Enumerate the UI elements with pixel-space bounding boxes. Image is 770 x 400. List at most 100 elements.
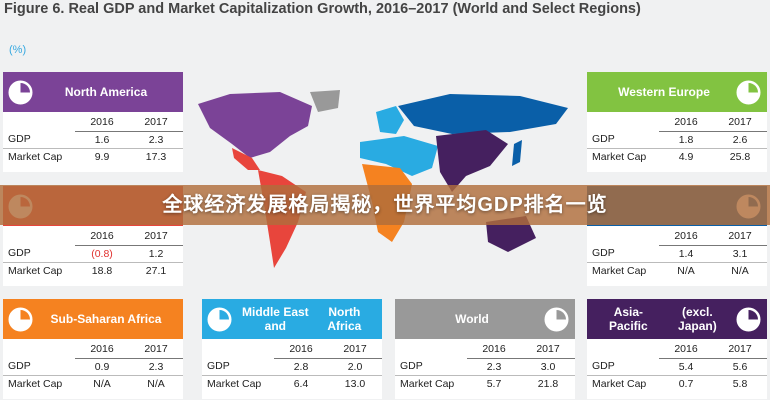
panel-table: 2016 2017 GDP 5.4 5.6 Market Cap 0.7 5.8 <box>587 341 767 392</box>
map-mexico <box>232 148 260 170</box>
panel-title-line: North Africa <box>327 305 362 333</box>
header-blank-cell <box>202 341 274 358</box>
value-cell: 9.9 <box>94 150 110 163</box>
pie-icon <box>207 307 232 332</box>
table-row: Market Cap N/A N/A <box>3 375 183 392</box>
pie-wedge <box>20 310 30 320</box>
row-label: Market Cap <box>207 377 262 390</box>
table-row: GDP 1.4 3.1 <box>587 245 767 263</box>
table-row: GDP 2.8 2.0 <box>202 358 382 376</box>
value-cell: 2.6 <box>713 131 767 149</box>
pie-wedge <box>556 310 566 320</box>
year-header: 2017 <box>521 341 575 359</box>
panel-title-line: Sub-Saharan Africa <box>50 312 162 326</box>
value-cell: 13.0 <box>344 377 366 390</box>
value-cell: 2.8 <box>274 358 328 376</box>
value-cell: N/A <box>677 264 695 277</box>
value-cell: 2.3 <box>129 131 183 149</box>
value-cell: 5.6 <box>713 358 767 376</box>
pie-wedge <box>219 310 229 320</box>
panel-table: 2016 2017 GDP (0.8) 1.2 Market Cap 18.8 27.1 <box>3 228 183 279</box>
year-header: 2016 <box>75 114 129 132</box>
header-blank-cell <box>587 114 659 131</box>
year-header: 2016 <box>467 341 521 359</box>
panel-header: Asia-Pacific (excl. Japan) <box>587 299 767 339</box>
panel-header: North America <box>3 72 183 112</box>
map-greenland <box>310 90 340 112</box>
value-cell: 4.9 <box>678 150 694 163</box>
year-header: 2017 <box>129 228 183 246</box>
header-blank-cell <box>587 228 659 245</box>
year-header: 2016 <box>75 341 129 359</box>
pie-icon <box>544 307 569 332</box>
year-header: 2017 <box>129 114 183 132</box>
panel-title-line: Asia-Pacific <box>609 305 648 333</box>
panel-header: Middle East and North Africa <box>202 299 382 339</box>
figure-title: Figure 6. Real GDP and Market Capitaliza… <box>4 1 641 17</box>
map-asia-pacific <box>436 130 508 192</box>
year-header: 2016 <box>659 341 713 359</box>
table-row: Market Cap 0.7 5.8 <box>587 375 767 392</box>
panel-title-line: World <box>455 312 489 326</box>
panel-table: 2016 2017 GDP 1.4 3.1 Market Cap N/A N/A <box>587 228 767 279</box>
value-cell: 1.4 <box>659 245 713 263</box>
map-australia <box>486 216 536 252</box>
value-cell: 5.8 <box>732 377 748 390</box>
table-row: GDP 1.8 2.6 <box>587 131 767 149</box>
row-label: Market Cap <box>8 264 63 277</box>
value-cell: 1.2 <box>129 245 183 263</box>
value-cell: N/A <box>731 264 749 277</box>
pie-icon <box>8 80 33 105</box>
panel-western-europe: Western Europe 2016 2017 GDP 1.8 2.6 Market C… <box>587 72 767 172</box>
panel-asia-pacific: Asia-Pacific (excl. Japan) 2016 2017 GDP 5.4… <box>587 299 767 399</box>
pie-wedge <box>748 310 758 320</box>
panel-north-america: North America 2016 2017 GDP 1.6 2.3 Market Ca… <box>3 72 183 172</box>
table-row: Market Cap 6.4 13.0 <box>202 375 382 392</box>
table-row: Market Cap 5.7 21.8 <box>395 375 575 392</box>
row-label: GDP <box>587 358 659 376</box>
value-cell: 17.3 <box>145 150 167 163</box>
header-blank-cell <box>587 341 659 358</box>
panel-table: 2016 2017 GDP 1.8 2.6 Market Cap 4.9 25.8 <box>587 114 767 165</box>
value-cell: 2.3 <box>129 358 183 376</box>
table-row: Market Cap 4.9 25.8 <box>587 148 767 165</box>
row-label: GDP <box>587 245 659 263</box>
panel-title-line: Western Europe <box>618 85 710 99</box>
value-cell: 18.8 <box>91 264 113 277</box>
year-header: 2017 <box>129 341 183 359</box>
pie-icon <box>736 80 761 105</box>
table-row: GDP (0.8) 1.2 <box>3 245 183 263</box>
year-header: 2017 <box>713 341 767 359</box>
header-blank-cell <box>3 228 75 245</box>
row-label: GDP <box>395 358 467 376</box>
map-middle-east <box>360 136 438 176</box>
row-label: GDP <box>3 245 75 263</box>
year-header: 2016 <box>274 341 328 359</box>
header-blank-cell <box>3 114 75 131</box>
row-label: Market Cap <box>8 377 63 390</box>
row-label: GDP <box>202 358 274 376</box>
year-header: 2016 <box>659 228 713 246</box>
value-cell: 27.1 <box>145 264 167 277</box>
row-label: Market Cap <box>8 150 63 163</box>
year-header: 2017 <box>713 228 767 246</box>
unit-label: (%) <box>9 44 27 56</box>
panel-title-line: (excl. Japan) <box>678 305 717 333</box>
value-cell: 0.7 <box>678 377 694 390</box>
year-header: 2016 <box>659 114 713 132</box>
value-cell: 1.8 <box>659 131 713 149</box>
year-header: 2016 <box>75 228 129 246</box>
value-cell: 2.0 <box>328 358 382 376</box>
panel-title-line: Middle East and <box>241 305 309 333</box>
pie-icon <box>736 307 761 332</box>
row-label: GDP <box>587 131 659 149</box>
panel-table: 2016 2017 GDP 2.3 3.0 Market Cap 5.7 21.8 <box>395 341 575 392</box>
panel-table: 2016 2017 GDP 0.9 2.3 Market Cap N/A N/A <box>3 341 183 392</box>
value-cell: N/A <box>147 377 165 390</box>
row-label: GDP <box>3 358 75 376</box>
table-row: Market Cap N/A N/A <box>587 262 767 279</box>
table-row: Market Cap 18.8 27.1 <box>3 262 183 279</box>
pie-icon <box>8 307 33 332</box>
table-row: Market Cap 9.9 17.3 <box>3 148 183 165</box>
header-blank-cell <box>395 341 467 358</box>
